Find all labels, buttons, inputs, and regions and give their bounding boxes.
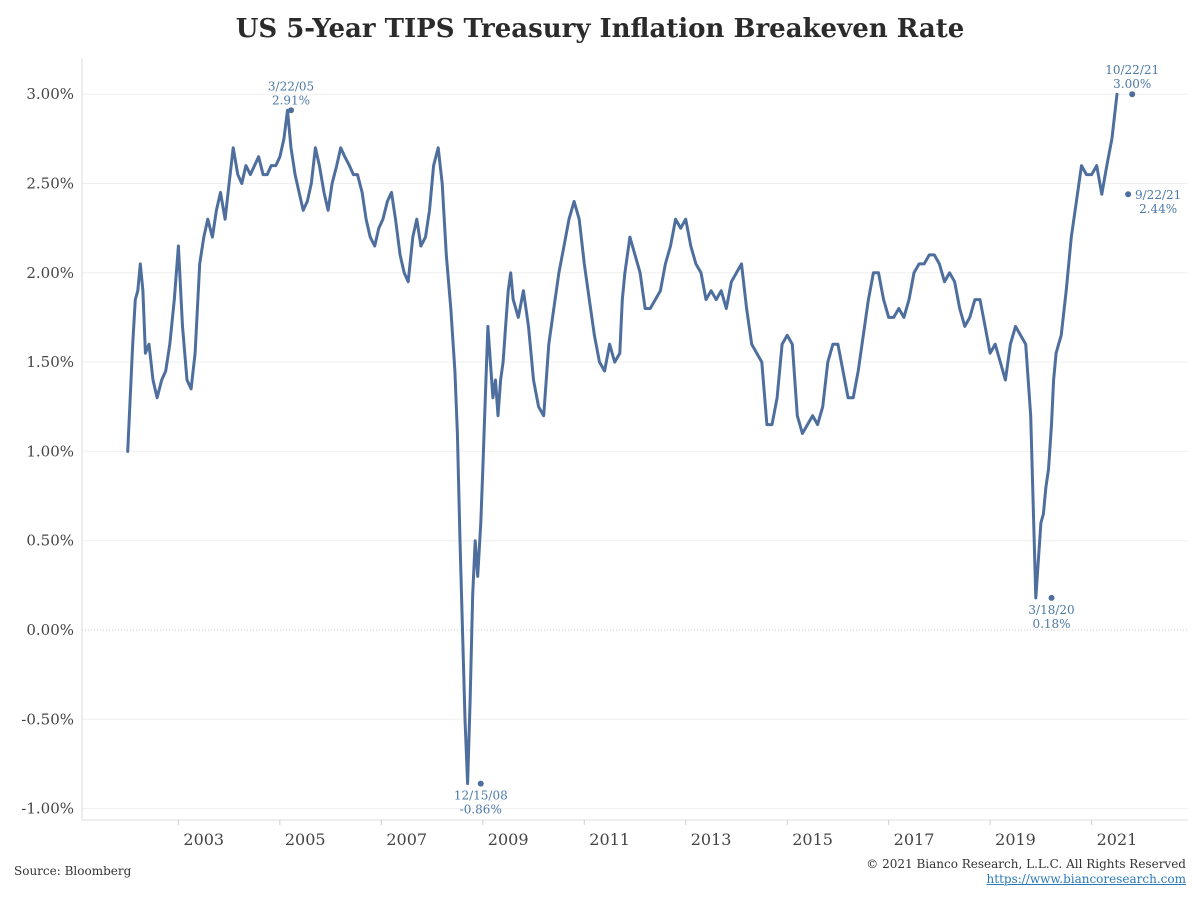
x-tick-label: 2015 [792,830,833,849]
grid-layer [82,93,1188,810]
copyright-block: © 2021 Bianco Research, L.L.C. All Right… [866,857,1186,887]
x-tick-label: 2021 [1097,830,1138,849]
y-tick-label: -0.50% [21,710,74,728]
y-tick-label: 0.00% [26,621,74,639]
y-tick-label: 3.00% [26,85,74,103]
y-tick-label: 1.50% [26,353,74,371]
series-layer [126,92,1119,786]
annotation-layer: 3/22/052.91% 12/15/08-0.86% 3/18/200.18% 10… [268,63,1181,816]
annotation-value: 2.44% [1139,202,1177,216]
annotation-point [1125,191,1132,198]
y-tick-label: 0.50% [26,532,74,550]
annotation-date: 3/18/20 [1028,603,1074,617]
annotation-date: 10/22/21 [1105,63,1159,77]
series-line [126,92,1119,786]
annotation-date: 9/22/21 [1135,188,1181,202]
x-tick-label: 2017 [894,830,935,849]
copyright-text: © 2021 Bianco Research, L.L.C. All Right… [866,857,1186,871]
x-tick-label: 2003 [183,830,224,849]
y-tick-label: -1.00% [21,800,74,818]
annotation-value: -0.86% [460,803,502,817]
annotation-value: 3.00% [1113,77,1151,91]
source-note: Source: Bloomberg [14,864,132,878]
chart-title: US 5-Year TIPS Treasury Inflation Breake… [235,14,965,44]
annotation-point [1048,594,1055,601]
x-tick-label: 2013 [691,830,732,849]
axis-layer: 3.00% 2.50% 2.00% 1.50% 1.00% 0.50% 0.00% -0.50… [21,58,1188,849]
annotation-point [477,780,484,787]
annotation-value: 2.91% [272,93,310,107]
x-tick-label: 2019 [995,830,1036,849]
website-link[interactable]: https://www.biancoresearch.com [986,872,1186,886]
annotation-value: 0.18% [1032,617,1070,631]
x-tick-label: 2005 [285,830,326,849]
x-tick-label: 2009 [488,830,529,849]
annotation-point [1129,91,1136,98]
annotation-date: 3/22/05 [268,79,314,93]
x-tick-label: 2007 [386,830,427,849]
annotation-date: 12/15/08 [454,789,508,803]
annotation-point [288,107,295,114]
y-tick-label: 2.50% [26,175,74,193]
y-tick-label: 2.00% [26,264,74,282]
y-tick-label: 1.00% [26,442,74,460]
x-tick-label: 2011 [589,830,630,849]
